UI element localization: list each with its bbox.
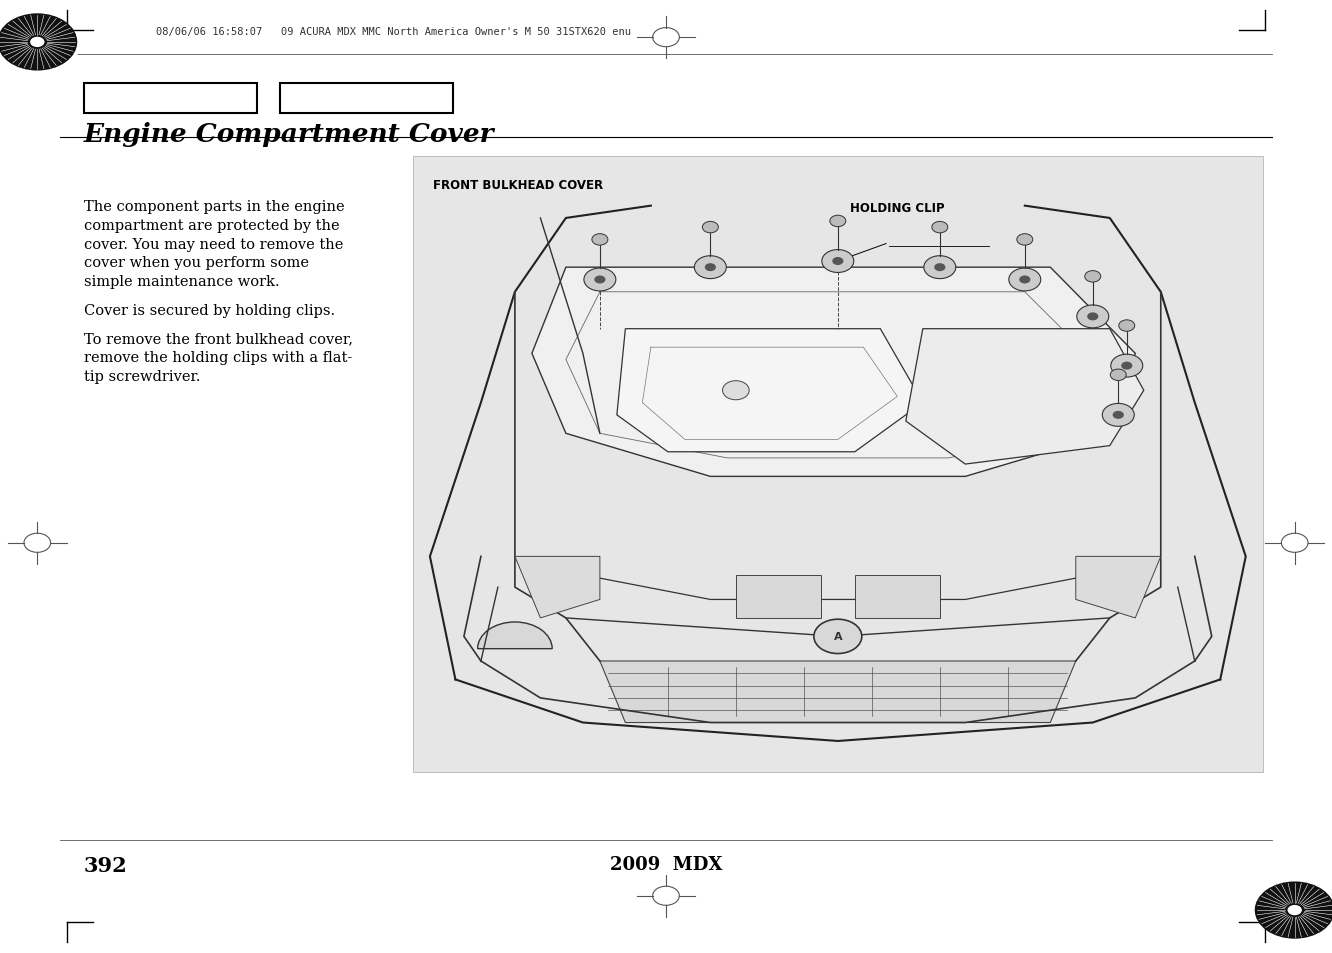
- Circle shape: [705, 264, 717, 272]
- Text: cover. You may need to remove the: cover. You may need to remove the: [84, 237, 344, 252]
- Circle shape: [653, 886, 679, 905]
- Polygon shape: [735, 576, 821, 618]
- Text: compartment are protected by the: compartment are protected by the: [84, 218, 340, 233]
- Circle shape: [1251, 879, 1332, 942]
- Circle shape: [934, 264, 946, 272]
- Circle shape: [830, 216, 846, 228]
- Circle shape: [583, 269, 615, 292]
- Circle shape: [1122, 362, 1132, 370]
- Text: 2009  MDX: 2009 MDX: [610, 855, 722, 873]
- Polygon shape: [617, 330, 923, 453]
- Circle shape: [1084, 272, 1100, 283]
- Circle shape: [591, 234, 607, 246]
- Text: 392: 392: [84, 855, 128, 875]
- Circle shape: [832, 257, 843, 266]
- Circle shape: [1112, 412, 1124, 419]
- Circle shape: [822, 251, 854, 274]
- Text: simple maintenance work.: simple maintenance work.: [84, 274, 280, 289]
- Circle shape: [0, 14, 77, 71]
- Circle shape: [653, 29, 679, 48]
- Circle shape: [702, 222, 718, 233]
- Circle shape: [1008, 269, 1040, 292]
- Circle shape: [594, 276, 606, 284]
- Text: Engine Compartment Cover: Engine Compartment Cover: [84, 122, 494, 147]
- Text: FRONT BULKHEAD COVER: FRONT BULKHEAD COVER: [433, 179, 603, 193]
- Polygon shape: [1076, 557, 1160, 618]
- Circle shape: [1111, 355, 1143, 377]
- Circle shape: [932, 222, 948, 233]
- Circle shape: [1076, 306, 1108, 329]
- Circle shape: [1281, 534, 1308, 553]
- Circle shape: [1111, 370, 1127, 381]
- Circle shape: [1255, 882, 1332, 939]
- Circle shape: [722, 381, 749, 400]
- Polygon shape: [531, 268, 1135, 476]
- Polygon shape: [855, 576, 940, 618]
- Circle shape: [1019, 276, 1031, 284]
- Text: The component parts in the engine: The component parts in the engine: [84, 200, 345, 214]
- Circle shape: [31, 38, 44, 48]
- Circle shape: [1016, 234, 1032, 246]
- Text: Cover is secured by holding clips.: Cover is secured by holding clips.: [84, 303, 336, 317]
- Polygon shape: [599, 661, 1076, 722]
- Text: A: A: [834, 632, 842, 641]
- Text: tip screwdriver.: tip screwdriver.: [84, 369, 200, 383]
- Circle shape: [1288, 905, 1301, 915]
- Circle shape: [924, 256, 956, 279]
- Circle shape: [1087, 314, 1099, 321]
- Circle shape: [0, 11, 81, 74]
- Bar: [413, 157, 1263, 772]
- Circle shape: [1103, 404, 1135, 427]
- Text: cover when you perform some: cover when you perform some: [84, 255, 309, 270]
- Bar: [84, 84, 257, 114]
- Wedge shape: [478, 622, 553, 649]
- Text: remove the holding clips with a flat-: remove the holding clips with a flat-: [84, 351, 352, 365]
- Circle shape: [1119, 320, 1135, 332]
- Circle shape: [694, 256, 726, 279]
- Circle shape: [814, 619, 862, 654]
- Text: 08/06/06 16:58:07   09 ACURA MDX MMC North America Owner's M 50 31STX620 enu: 08/06/06 16:58:07 09 ACURA MDX MMC North…: [156, 27, 631, 36]
- Text: To remove the front bulkhead cover,: To remove the front bulkhead cover,: [84, 332, 353, 346]
- Polygon shape: [515, 557, 599, 618]
- Text: HOLDING CLIP: HOLDING CLIP: [850, 202, 944, 215]
- Polygon shape: [906, 330, 1144, 465]
- Bar: [280, 84, 453, 114]
- Circle shape: [24, 534, 51, 553]
